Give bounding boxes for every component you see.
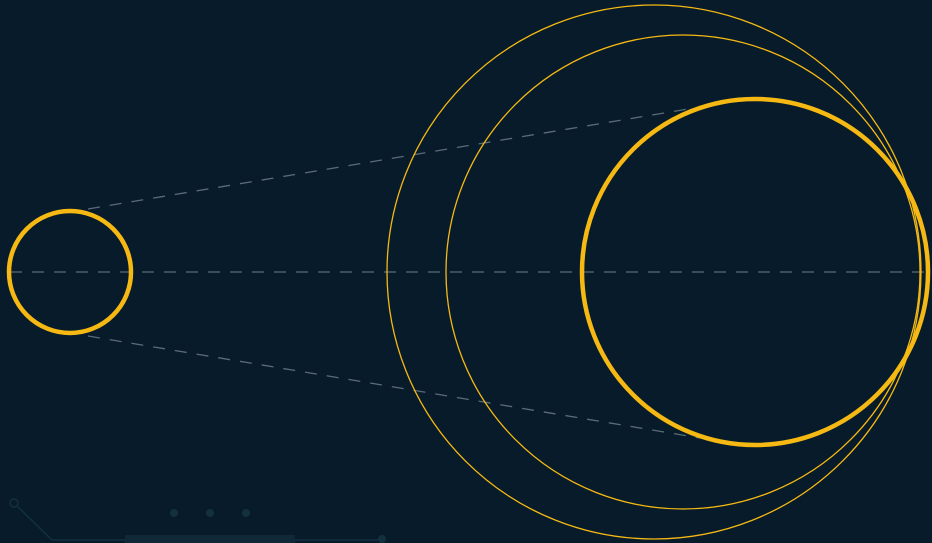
large-bold-circle bbox=[579, 96, 931, 448]
pagination-dot bbox=[206, 509, 214, 517]
pagination-dot bbox=[242, 509, 250, 517]
corner-decoration bbox=[9, 498, 386, 543]
outer-thin-circle bbox=[386, 4, 922, 540]
lower-tangent-line bbox=[87, 335, 701, 439]
guide-lines bbox=[10, 106, 932, 439]
decoration-node-icon bbox=[9, 498, 19, 508]
outline-circles bbox=[386, 4, 922, 540]
decoration-end-node-icon bbox=[378, 535, 386, 543]
decoration-bar bbox=[125, 535, 295, 543]
upper-tangent-line bbox=[87, 106, 701, 210]
decoration-connector bbox=[16, 505, 53, 541]
pagination-dots bbox=[170, 509, 250, 517]
bold-circles bbox=[6, 96, 931, 448]
middle-thin-circle bbox=[445, 34, 921, 510]
pagination-dot bbox=[170, 509, 178, 517]
small-circle bbox=[6, 208, 134, 336]
